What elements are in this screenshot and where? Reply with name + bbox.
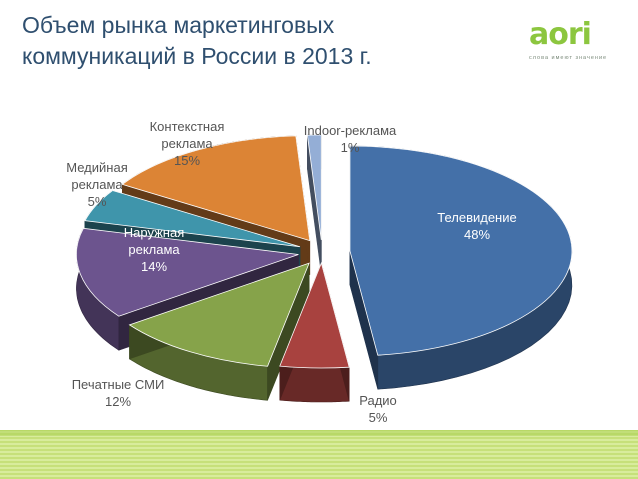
slice-Медийная реклама (84, 190, 301, 248)
footer-band (0, 430, 638, 479)
slice-Контекстная реклама (121, 135, 311, 242)
data-label-4: Медийная реклама 5% (66, 160, 127, 209)
data-label-0: Телевидение 48% (437, 210, 516, 242)
footer-stripe (0, 430, 638, 436)
pie-tops (76, 134, 573, 369)
logo-word: aori (529, 17, 592, 52)
slice-Печатные СМИ (128, 262, 310, 367)
data-label-3: Наружная реклама 14% (124, 225, 185, 274)
slice-Наружная реклама (76, 227, 299, 317)
aori-logo: aori слова имеют значение (523, 17, 623, 64)
slice-Радио (279, 261, 350, 369)
data-label-6: Indoor-реклама 1% (304, 123, 397, 155)
data-label-2: Печатные СМИ 12% (72, 377, 165, 409)
page-title: Объем рынка маркетинговых коммуникаций в… (22, 10, 462, 72)
slice-labels: Телевидение 48% Радио 5% Печатные СМИ 12% Нару… (66, 119, 516, 425)
data-label-1: Радио 5% (359, 393, 397, 425)
title-line-1: Объем рынка маркетинговых (22, 12, 335, 38)
title-line-2: коммуникаций в России в 2013 г. (22, 43, 372, 69)
slice-Indoor-реклама (306, 134, 322, 240)
data-label-5: Контекстная реклама 15% (150, 119, 225, 168)
slice-Телевидение (349, 145, 573, 356)
logo-tagline: слова имеют значение (529, 55, 608, 61)
